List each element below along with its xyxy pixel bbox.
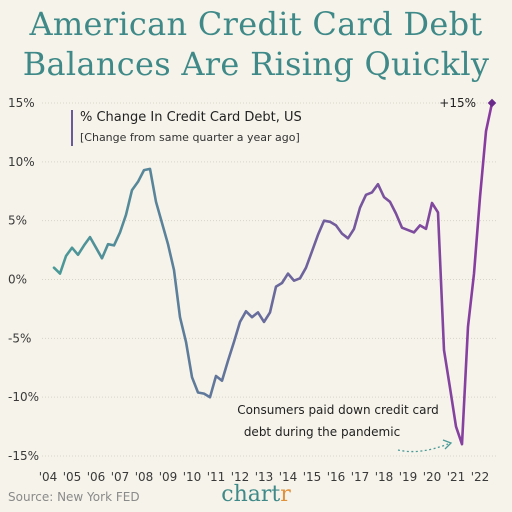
y-tick-label: 0% xyxy=(8,273,27,287)
brand-accent: r xyxy=(280,482,291,507)
source-note: Source: New York FED xyxy=(8,490,140,504)
x-tick-label: '04 xyxy=(39,470,58,484)
x-tick-label: '06 xyxy=(87,470,106,484)
legend-subtitle: [Change from same quarter a year ago] xyxy=(80,131,300,144)
y-tick-label: -5% xyxy=(8,331,31,345)
legend: % Change In Credit Card Debt, US [Change… xyxy=(71,110,302,146)
x-tick-label: '12 xyxy=(231,470,250,484)
x-tick-label: '14 xyxy=(279,470,298,484)
brand-main: chart xyxy=(221,482,281,507)
x-axis-ticks: '04 '05 '06 '07 '08 '09 '10 '11 '12 '13 '14 '15 '16 '… xyxy=(39,470,490,484)
x-tick-label: '07 xyxy=(111,470,130,484)
x-tick-label: '15 xyxy=(303,470,322,484)
y-tick-label: -10% xyxy=(8,390,39,404)
chart-title: American Credit Card Debt Balances Are R… xyxy=(0,4,512,84)
series-line xyxy=(52,101,494,446)
y-tick-label: 15% xyxy=(8,96,35,110)
x-tick-label: '16 xyxy=(327,470,346,484)
x-tick-label: '18 xyxy=(375,470,394,484)
legend-title: % Change In Credit Card Debt, US xyxy=(80,110,302,125)
x-tick-label: '22 xyxy=(471,470,490,484)
x-tick-label: '19 xyxy=(399,470,418,484)
end-value-label: +15% xyxy=(439,96,476,110)
y-tick-label: -15% xyxy=(8,449,39,463)
x-tick-label: '11 xyxy=(207,470,226,484)
annotation-line-2: debt during the pandemic xyxy=(244,425,400,439)
point-markers xyxy=(54,103,492,444)
title-line-1: American Credit Card Debt xyxy=(29,5,483,43)
annotation-arrowhead xyxy=(442,439,453,450)
x-tick-label: '21 xyxy=(447,470,466,484)
y-tick-label: 10% xyxy=(8,155,35,169)
x-tick-label: '13 xyxy=(255,470,274,484)
x-tick-label: '20 xyxy=(423,470,442,484)
end-point-marker xyxy=(487,98,497,108)
x-tick-label: '17 xyxy=(351,470,370,484)
x-tick-label: '08 xyxy=(135,470,154,484)
annotation-line-1: Consumers paid down credit card xyxy=(237,403,439,417)
x-tick-label: '10 xyxy=(183,470,202,484)
annotation-arrow xyxy=(397,443,449,453)
y-axis-ticks: 15% 10% 5% 0% -5% -10% -15% xyxy=(8,96,39,463)
brand-logo: chartr xyxy=(0,482,512,507)
y-tick-label: 5% xyxy=(8,214,27,228)
title-line-2: Balances Are Rising Quickly xyxy=(22,45,490,83)
x-tick-label: '09 xyxy=(159,470,178,484)
gridlines xyxy=(42,102,498,457)
x-tick-label: '05 xyxy=(63,470,82,484)
